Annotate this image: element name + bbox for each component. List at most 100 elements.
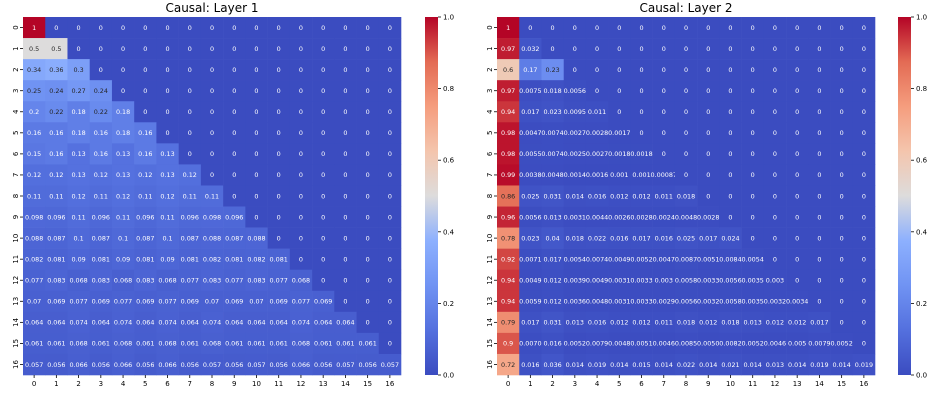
- cell-value-label: 0: [143, 66, 147, 74]
- cell-value-label: 0.12: [160, 192, 174, 200]
- cell-value-label: 0.0048: [586, 298, 608, 306]
- cell-value-label: 0.083: [47, 277, 65, 285]
- heatmap-cell: [786, 353, 809, 376]
- heatmap-cell: [563, 59, 587, 81]
- x-tick-label: 13: [793, 380, 802, 388]
- heatmap-cell: [563, 290, 587, 313]
- cell-value-label: 0: [639, 45, 643, 53]
- cell-value-label: 0: [232, 66, 236, 74]
- heatmap-cell: [67, 269, 91, 292]
- cell-value-label: 0: [99, 45, 103, 53]
- cell-value-label: 0.061: [47, 340, 65, 348]
- cell-value-label: 0: [795, 129, 799, 137]
- cell-value-label: 0.024: [721, 234, 739, 242]
- heatmap-cell: [134, 122, 157, 144]
- cell-value-label: 0: [321, 66, 325, 74]
- cell-value-label: 0: [121, 45, 125, 53]
- heatmap-cell: [245, 143, 268, 165]
- heatmap-cell: [786, 122, 809, 144]
- cell-value-label: 0: [662, 45, 666, 53]
- y-tick-label: 9: [12, 215, 20, 219]
- y-tick-label: 5: [12, 131, 20, 135]
- cell-value-label: 0: [817, 129, 821, 137]
- colorbar-tick-label: 0.8: [443, 85, 454, 93]
- cell-value-label: 0.064: [181, 319, 199, 327]
- heatmap-cell: [786, 17, 809, 39]
- heatmap-cell: [111, 143, 135, 165]
- y-tick-label: 0: [486, 25, 494, 29]
- cell-value-label: 0: [817, 277, 821, 285]
- heatmap-cell: [697, 17, 720, 39]
- cell-value-label: 0: [321, 213, 325, 221]
- heatmap-cell: [356, 248, 380, 271]
- heatmap-cell: [134, 290, 157, 313]
- x-tick-label: 15: [363, 380, 372, 388]
- heatmap-cell: [697, 248, 720, 271]
- heatmap-cell: [719, 164, 742, 186]
- heatmap-cell: [67, 206, 91, 228]
- heatmap-cell: [585, 17, 609, 39]
- cell-value-label: 0: [254, 108, 258, 116]
- heatmap-cell: [89, 143, 113, 165]
- heatmap-cell: [719, 143, 742, 165]
- heatmap-cell: [223, 80, 246, 102]
- heatmap-cell: [652, 227, 676, 249]
- heatmap-cell: [830, 38, 854, 60]
- heatmap-cell: [563, 101, 587, 123]
- heatmap-cell: [808, 59, 831, 81]
- heatmap-cell: [267, 332, 291, 355]
- cell-value-label: 0.0079: [808, 340, 830, 348]
- y-tick-label: 14: [486, 317, 494, 326]
- heatmap-cell: [719, 59, 742, 81]
- heatmap-cell: [67, 38, 91, 60]
- heatmap-cell: [223, 269, 246, 292]
- cell-value-label: 0: [862, 24, 866, 32]
- cell-value-label: 0.081: [92, 255, 110, 263]
- y-tick-label: 13: [12, 297, 20, 306]
- heatmap-cell: [23, 269, 46, 292]
- heatmap-cell: [45, 122, 68, 144]
- heatmap-cell: [334, 227, 357, 249]
- cell-value-label: 0: [551, 45, 555, 53]
- cell-value-label: 0: [210, 24, 214, 32]
- cell-value-label: 0.12: [94, 171, 108, 179]
- cell-value-label: 0.97: [501, 87, 515, 95]
- heatmap-cell: [830, 248, 854, 271]
- cell-value-label: 0: [595, 66, 599, 74]
- heatmap-cell: [763, 80, 787, 102]
- cell-value-label: 0.018: [566, 234, 584, 242]
- heatmap-cell: [630, 59, 653, 81]
- cell-value-label: 0.0048: [675, 213, 697, 221]
- heatmap-cell: [719, 290, 742, 313]
- cell-value-label: 0: [862, 255, 866, 263]
- heatmap-cell: [519, 248, 542, 271]
- x-tick-label: 5: [617, 380, 621, 388]
- cell-value-label: 0: [728, 150, 732, 158]
- cell-value-label: 0: [795, 108, 799, 116]
- heatmap-cell: [111, 80, 135, 102]
- cell-value-label: 0.018: [677, 319, 695, 327]
- heatmap-cell: [719, 311, 742, 334]
- heatmap-cell: [334, 17, 357, 39]
- heatmap-cell: [519, 353, 542, 376]
- cell-value-label: 0.72: [501, 361, 515, 369]
- heatmap-cell: [697, 185, 720, 207]
- heatmap-cell: [763, 206, 787, 228]
- cell-value-label: 0.081: [225, 255, 243, 263]
- cell-value-label: 0.056: [47, 361, 65, 369]
- heatmap-cell: [200, 269, 224, 292]
- cell-value-label: 0: [299, 255, 303, 263]
- heatmap-cell: [312, 38, 335, 60]
- cell-value-label: 0.083: [92, 277, 110, 285]
- heatmap-cell: [519, 164, 542, 186]
- heatmap-cell: [741, 290, 765, 313]
- heatmap-cell: [652, 290, 676, 313]
- x-tick-label: 11: [274, 380, 283, 388]
- heatmap-cell: [808, 164, 831, 186]
- cell-value-label: 0: [254, 213, 258, 221]
- heatmap-cell: [223, 206, 246, 228]
- heatmap-cell: [89, 269, 113, 292]
- heatmap-cell: [541, 332, 565, 355]
- heatmap-panel-layer-1: Causal: Layer 1 1 0 0 0 0 0 0 0 0 0 0 0 0 0 0 0 00.5 0.5 0…: [12, 1, 455, 388]
- cell-value-label: 0.012: [766, 319, 784, 327]
